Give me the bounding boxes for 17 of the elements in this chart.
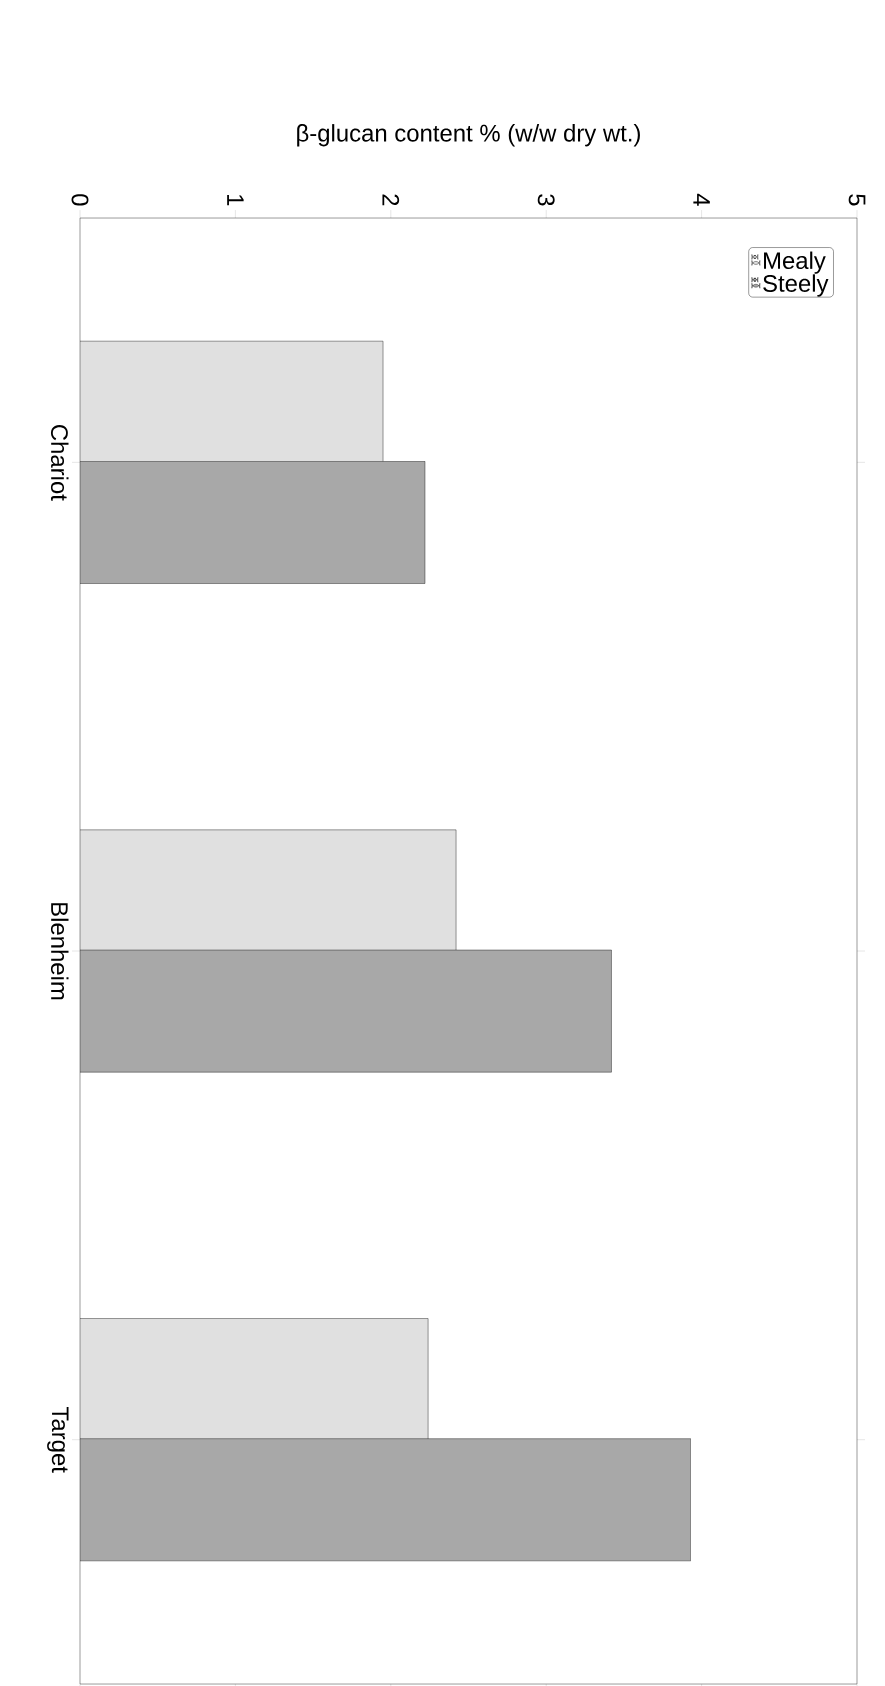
bar — [80, 461, 426, 584]
x-tick-label: 5 — [848, 194, 866, 206]
legend-label: Mealy — [764, 251, 826, 274]
x-tick-label: 0 — [71, 194, 89, 206]
y-tick-label: Blenheim — [50, 903, 69, 1000]
x-axis-title: β-glucan content % (w/w dry wt.) — [297, 124, 640, 147]
y-tick-label: Chariot — [50, 425, 69, 501]
bar — [80, 340, 384, 464]
y-tick-label: Target — [47, 1406, 69, 1473]
x-tick-label: 2 — [382, 194, 400, 206]
bar — [80, 949, 612, 1073]
bar — [80, 1318, 429, 1441]
bar — [80, 1438, 691, 1562]
x-tick-label: 4 — [693, 193, 710, 206]
x-tick-label: 1 — [227, 195, 244, 206]
x-tick-label: 3 — [537, 194, 555, 206]
legend-label: Steely — [763, 274, 829, 297]
